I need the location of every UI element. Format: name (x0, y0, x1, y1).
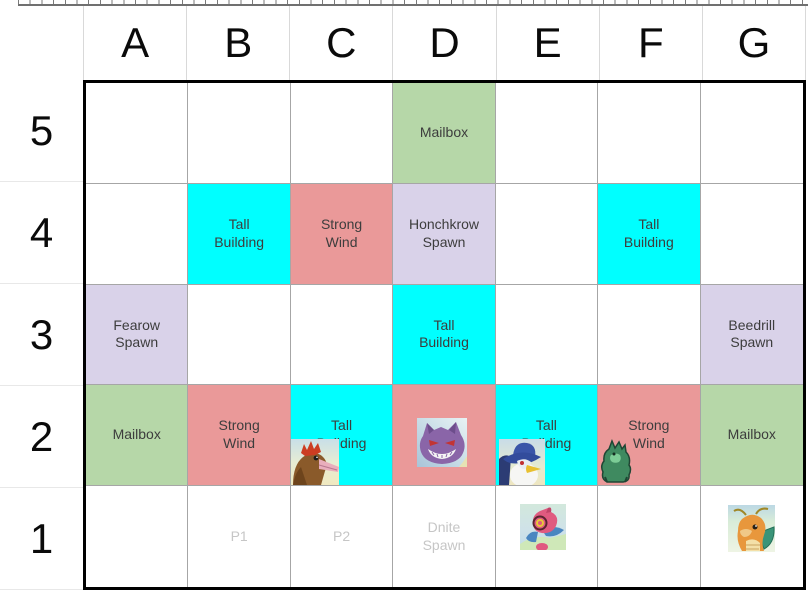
cell-A5[interactable] (86, 83, 189, 184)
cell-label-C4: Strong Wind (320, 215, 363, 250)
cell-label-B1: P1 (230, 527, 248, 544)
porygon-z-sprite-icon (519, 504, 566, 552)
fearow-sprite-icon (290, 439, 339, 486)
column-header-row: A B C D E F G (0, 6, 806, 80)
cell-F1[interactable] (598, 486, 701, 587)
row-header-3[interactable]: 3 (0, 284, 83, 386)
column-header-e[interactable]: E (497, 6, 600, 80)
cell-label-D4: Honchkrow Spawn (408, 215, 479, 250)
cell-A2[interactable]: Mailbox (86, 385, 189, 487)
cell-B2[interactable]: Strong Wind (188, 385, 291, 487)
cell-label-D1: Dnite Spawn (422, 518, 466, 553)
cell-E5[interactable] (495, 83, 599, 184)
column-header-a[interactable]: A (84, 6, 188, 80)
cell-label-F4: Tall Building (623, 215, 674, 250)
cell-label-A3: Fearow Spawn (113, 316, 161, 351)
top-tick-ruler (18, 0, 808, 6)
cell-C2[interactable]: Tall Building (290, 385, 394, 487)
row-header-2[interactable]: 2 (0, 386, 83, 488)
cell-F5[interactable] (598, 83, 701, 184)
cell-A1[interactable] (86, 486, 189, 587)
cell-D2[interactable]: Strong Wind (393, 385, 496, 487)
cell-G5[interactable] (700, 83, 803, 184)
row-header-1[interactable]: 1 (0, 488, 83, 590)
cell-D4[interactable]: Honchkrow Spawn (393, 183, 496, 285)
cell-B1[interactable]: P1 (188, 486, 291, 587)
grid-table: Mailbox Tall Building Strong Wind Honchkrow… (83, 80, 806, 590)
cell-G4[interactable] (700, 184, 803, 285)
cell-E4[interactable] (495, 183, 599, 285)
cell-label-A2: Mailbox (112, 426, 161, 443)
dragonite-sprite-icon (727, 505, 775, 553)
cell-E3[interactable] (495, 284, 599, 386)
cell-E2[interactable]: Tall Building (495, 385, 599, 488)
honchkrow-sprite-icon (498, 439, 545, 488)
cell-D3[interactable]: Tall Building (393, 284, 496, 386)
cell-B4[interactable]: Tall Building (188, 183, 291, 285)
cell-label-C1: P2 (333, 527, 351, 544)
column-header-g[interactable]: G (703, 6, 806, 80)
tyranitar-sprite-icon (599, 439, 633, 484)
cell-B5[interactable] (188, 83, 291, 184)
column-header-c[interactable]: C (290, 6, 394, 80)
cell-label-B2: Strong Wind (218, 417, 260, 452)
corner-cell[interactable] (0, 6, 84, 80)
column-header-d[interactable]: D (393, 6, 497, 80)
cell-D5[interactable]: Mailbox (393, 83, 496, 184)
cell-label-D3: Tall Building (419, 316, 469, 351)
cell-F3[interactable] (598, 284, 701, 386)
cell-label-G2: Mailbox (727, 426, 776, 443)
cell-F4[interactable]: Tall Building (598, 183, 701, 285)
cell-label-G3: Beedrill Spawn (728, 316, 776, 351)
row-header-column: 5 4 3 2 1 (0, 80, 83, 590)
cell-C1[interactable]: P2 (291, 486, 394, 587)
row-header-5[interactable]: 5 (0, 80, 83, 182)
cell-label-F2: Strong Wind (628, 417, 670, 452)
column-header-b[interactable]: B (187, 6, 291, 80)
cell-C4[interactable]: Strong Wind (290, 183, 394, 285)
cell-G3[interactable]: Beedrill Spawn (700, 284, 803, 386)
cell-label-D5: Mailbox (419, 123, 469, 140)
cell-C5[interactable] (290, 83, 394, 184)
row-header-4[interactable]: 4 (0, 182, 83, 284)
cell-A4[interactable] (86, 183, 189, 285)
column-header-f[interactable]: F (600, 6, 703, 80)
cell-C3[interactable] (290, 284, 394, 386)
cell-F2[interactable]: Strong Wind (598, 385, 701, 487)
gengar-sprite-icon (417, 418, 468, 468)
cell-E1[interactable] (496, 486, 599, 587)
cell-A3[interactable]: Fearow Spawn (86, 284, 189, 386)
cell-G1[interactable] (701, 486, 803, 587)
cell-B3[interactable] (188, 284, 291, 386)
cell-label-B4: Tall Building (214, 215, 265, 250)
cell-G2[interactable]: Mailbox (700, 385, 803, 487)
cell-D1[interactable]: Dnite Spawn (393, 486, 496, 587)
